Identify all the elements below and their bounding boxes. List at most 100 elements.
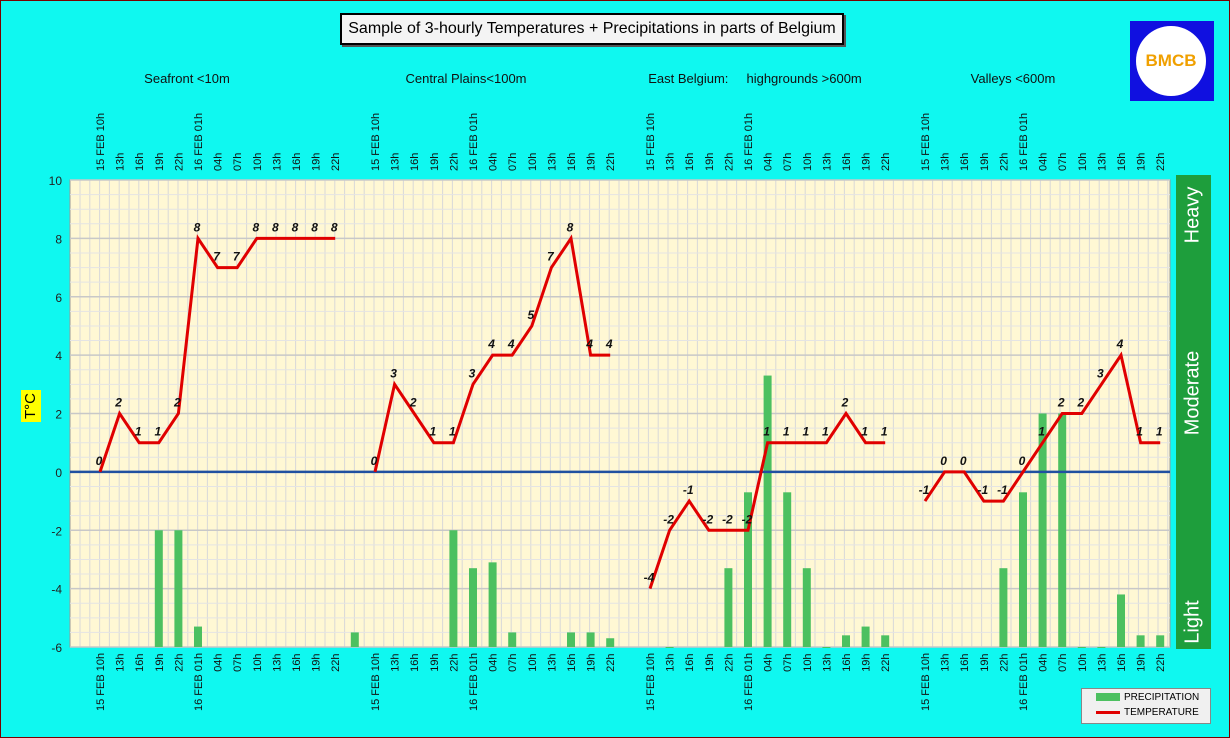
intensity-bar-bg: [1176, 175, 1211, 649]
x-tick-label: 15 FEB 10h: [645, 113, 657, 171]
precipitation-bar: [449, 530, 458, 647]
x-tick-label: 19h: [704, 153, 716, 171]
x-tick-label: 04h: [1038, 153, 1050, 171]
temperature-data-label: 7: [547, 250, 555, 264]
x-tick-label: 13h: [115, 153, 127, 171]
precipitation-bar: [842, 635, 850, 647]
temperature-data-label: -1: [919, 483, 930, 497]
x-tick-labels-top-region-4: 15 FEB 10h 13h 16h 19h 22h 16 FEB 01h 04h 07h 10…: [920, 113, 1167, 171]
x-tick-label: 04h: [213, 153, 225, 171]
temperature-data-label: 8: [311, 220, 318, 234]
temperature-data-label: 2: [114, 396, 122, 410]
precipitation-bar: [174, 530, 183, 647]
precipitation-bar: [606, 638, 615, 647]
x-tick-label: 16 FEB 01h: [193, 653, 205, 711]
x-tick-label: 13h: [940, 653, 952, 671]
x-tick-label: 19h: [979, 653, 991, 671]
temperature-data-label: 8: [194, 220, 201, 234]
precipitation-bar: [1077, 647, 1086, 648]
region-header: Valleys <600m: [971, 71, 1056, 86]
logo-text: BMCB: [1145, 51, 1197, 70]
temperature-data-label: 1: [783, 425, 790, 439]
x-tick-label: 19h: [586, 153, 598, 171]
y-axis-label: T°C: [22, 393, 39, 419]
region-header: Central Plains<100m: [405, 71, 526, 86]
temperature-data-label: -2: [742, 512, 753, 526]
temperature-data-label: 1: [763, 425, 770, 439]
x-tick-label: 07h: [782, 653, 794, 671]
temperature-data-label: 4: [585, 337, 593, 351]
x-tick-label: 10h: [252, 653, 264, 671]
precipitation-bar: [744, 492, 752, 647]
temperature-data-label: 8: [292, 220, 299, 234]
precipitation-bar: [1156, 635, 1165, 647]
x-tick-labels-bottom-region-1: 15 FEB 10h 13h 16h 19h 22h 16 FEB 01h 04h 07h 10…: [95, 653, 342, 711]
precipitation-bar: [861, 626, 870, 647]
temperature-data-label: 1: [449, 425, 456, 439]
chart-legend: PRECIPITATION TEMPERATURE: [1081, 688, 1211, 724]
temperature-data-label: 2: [173, 396, 181, 410]
x-tick-label: 10h: [527, 653, 539, 671]
temperature-data-label: -2: [663, 512, 674, 526]
precipitation-bar: [194, 626, 202, 647]
x-tick-label: 07h: [782, 153, 794, 171]
temperature-data-label: 4: [487, 337, 495, 351]
y-tick-label: -4: [51, 583, 62, 597]
precipitation-bar: [1136, 635, 1145, 647]
temperature-line: [98, 234, 336, 473]
temperature-data-label: -1: [683, 483, 694, 497]
chart-title: Sample of 3-hourly Temperatures + Precip…: [340, 13, 844, 45]
x-tick-label: 15 FEB 10h: [370, 113, 382, 171]
x-tick-label: 07h: [1057, 153, 1069, 171]
x-tick-label: 19h: [861, 153, 873, 171]
temperature-data-label: 0: [960, 454, 967, 468]
x-tick-label: 16 FEB 01h: [193, 113, 205, 171]
x-tick-label: 22h: [448, 653, 460, 671]
x-tick-label: 13h: [665, 653, 677, 671]
temperature-data-label: 1: [1136, 425, 1143, 439]
precipitation-bar: [567, 632, 575, 647]
temperature-data-label: 2: [409, 396, 417, 410]
horizontal-grid: [70, 179, 1170, 648]
x-tick-labels-bottom-region-3: 15 FEB 10h 13h 16h 19h 22h 16 FEB 01h 04h 07h 10…: [645, 653, 892, 711]
temperature-data-label: -2: [722, 512, 733, 526]
logo-disc: [1136, 26, 1206, 96]
y-tick-label: -2: [51, 524, 62, 538]
x-tick-label: 19h: [154, 153, 166, 171]
legend-item-precipitation: PRECIPITATION: [1096, 691, 1199, 705]
x-tick-label: 15 FEB 10h: [95, 113, 107, 171]
x-tick-label: 22h: [723, 653, 735, 671]
x-tick-label: 22h: [880, 153, 892, 171]
x-tick-label: 22h: [330, 653, 342, 671]
temperature-line: [648, 410, 886, 590]
x-tick-label: 13h: [271, 153, 283, 171]
x-tick-label: 10h: [1077, 653, 1089, 671]
precipitation-bar: [1097, 647, 1106, 648]
y-tick-label: 4: [55, 349, 62, 363]
region-header: Seafront <10m: [144, 71, 230, 86]
y-tick-label: 2: [55, 408, 62, 422]
temperature-data-label: 5: [527, 308, 534, 322]
precipitation-bar: [1038, 413, 1047, 647]
temperature-data-label: -1: [997, 483, 1008, 497]
x-tick-label: 13h: [115, 653, 127, 671]
temperature-data-label: 3: [390, 366, 397, 380]
temperature-data-label: 1: [802, 425, 809, 439]
temperature-data-label: 1: [822, 425, 829, 439]
temperature-data-label: 0: [940, 454, 947, 468]
temperature-data-label: 8: [567, 220, 574, 234]
temperature-data-label: 0: [1019, 454, 1026, 468]
x-tick-label: 16 FEB 01h: [468, 653, 480, 711]
temperature-data-label: 7: [213, 250, 221, 264]
temperature-series-region-3: -4-2-1-2 -2 -21 1 1 121 1: [644, 396, 888, 590]
x-tick-label: 22h: [998, 153, 1010, 171]
x-tick-label: 16h: [566, 653, 578, 671]
x-tick-label: 16h: [291, 653, 303, 671]
x-tick-label: 19h: [429, 153, 441, 171]
x-tick-label: 19h: [429, 653, 441, 671]
x-tick-label: 22h: [605, 653, 617, 671]
precipitation-bar: [1117, 594, 1125, 647]
x-tick-label: 04h: [213, 653, 225, 671]
x-tick-label: 16 FEB 01h: [468, 113, 480, 171]
